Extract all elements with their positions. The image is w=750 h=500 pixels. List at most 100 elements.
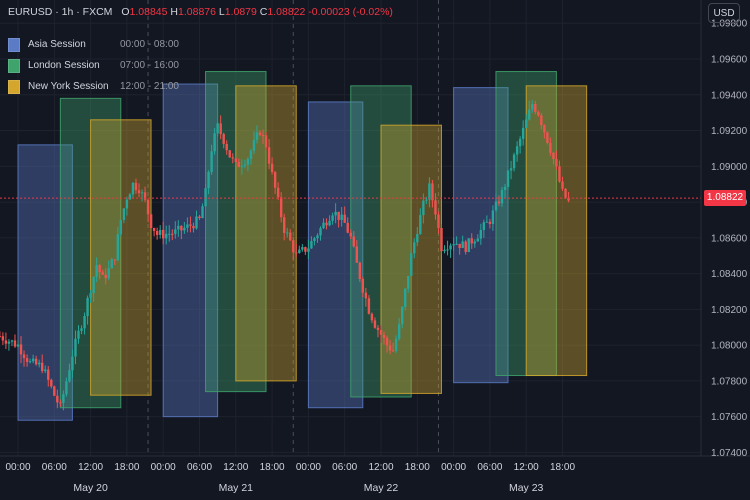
- candle-body: [7, 341, 11, 344]
- candle-body: [509, 168, 513, 171]
- candle-body: [467, 238, 470, 252]
- candle-body: [301, 247, 304, 250]
- candle-body: [146, 199, 150, 215]
- symbol-label[interactable]: EURUSD · 1h · FXCM: [8, 6, 113, 18]
- candle-body: [558, 166, 561, 182]
- candle-body: [443, 249, 446, 252]
- candle-body: [473, 241, 476, 244]
- candle-body: [140, 192, 144, 194]
- candle-body: [13, 340, 17, 347]
- candle-body: [101, 272, 104, 275]
- candle-body: [410, 253, 413, 276]
- candle-body: [361, 279, 365, 293]
- candle-body: [506, 170, 510, 187]
- candle-body: [204, 188, 207, 207]
- candle-body: [243, 164, 247, 166]
- candle-body: [331, 215, 334, 221]
- candle-body: [525, 119, 528, 128]
- legend-item-new-york[interactable]: New York Session 12:00 - 21:00: [8, 76, 179, 97]
- candle-body: [376, 327, 380, 330]
- candle-body: [540, 115, 543, 126]
- candle-body: [180, 225, 183, 231]
- close-value: 1.08822: [267, 6, 306, 18]
- candle-body: [149, 214, 153, 229]
- candle-body: [74, 338, 77, 357]
- candle-body: [310, 241, 313, 249]
- y-tick-label: 1.08600: [711, 233, 748, 244]
- candle-body: [322, 222, 325, 229]
- candle-body: [131, 182, 135, 195]
- candle-body: [286, 232, 289, 234]
- session-box: [525, 85, 588, 377]
- candle-body: [422, 200, 425, 216]
- candle-body: [270, 163, 274, 173]
- low-value: 1.0879: [224, 6, 257, 18]
- x-day-label: May 20: [73, 482, 108, 494]
- candle-body: [240, 165, 244, 168]
- session-legend: Asia Session 00:00 - 08:00 London Sessio…: [8, 34, 179, 97]
- session-box: [90, 119, 152, 396]
- x-tick-label: 12:00: [223, 462, 248, 473]
- candle-body: [379, 329, 383, 335]
- y-tick-label: 1.09800: [711, 19, 748, 30]
- time-axis[interactable]: 00:00 06:00 12:00 18:00 00:00 06:00 12:00 18:00…: [5, 462, 575, 494]
- x-tick-label: 06:00: [332, 462, 357, 473]
- candle-body: [16, 344, 20, 347]
- candle-body: [413, 242, 416, 254]
- x-tick-label: 06:00: [42, 462, 67, 473]
- candle-body: [325, 222, 328, 226]
- candle-body: [89, 293, 92, 298]
- candle-body: [328, 220, 331, 226]
- candle-body: [0, 336, 2, 338]
- candle-body: [400, 306, 404, 325]
- candle-body: [388, 345, 392, 351]
- price-axis[interactable]: 1.098001.096001.094001.092001.090001.088…: [711, 19, 748, 459]
- y-tick-label: 1.09000: [711, 162, 748, 173]
- candle-body: [171, 233, 174, 235]
- candle-body: [216, 123, 219, 134]
- candle-body: [183, 227, 186, 231]
- candle-body: [207, 171, 210, 189]
- candle-body: [394, 338, 398, 351]
- candle-body: [44, 369, 47, 372]
- symbol-ohlc-header: EURUSD · 1h · FXCM O1.08845 H1.08876 L1.…: [8, 6, 393, 18]
- legend-item-london[interactable]: London Session 07:00 - 16:00: [8, 55, 179, 76]
- candle-body: [446, 249, 449, 251]
- candle-body: [461, 241, 464, 249]
- legend-session-range: 12:00 - 21:00: [120, 81, 179, 92]
- candle-body: [416, 234, 419, 243]
- candle-body: [521, 127, 525, 139]
- x-tick-label: 18:00: [405, 462, 430, 473]
- candles: [0, 100, 570, 411]
- candle-body: [458, 243, 461, 249]
- candle-body: [515, 146, 519, 155]
- candle-body: [34, 358, 38, 365]
- candle-body: [116, 234, 120, 261]
- candle-body: [113, 259, 116, 261]
- candle-body: [349, 232, 352, 237]
- candle-body: [355, 246, 358, 263]
- candle-body: [276, 187, 280, 198]
- currency-button[interactable]: USD: [708, 3, 740, 23]
- candle-body: [237, 162, 241, 168]
- high-value: 1.08876: [178, 6, 216, 18]
- candle-body: [195, 216, 198, 229]
- candle-body: [267, 147, 271, 164]
- x-tick-label: 00:00: [296, 462, 321, 473]
- x-day-label: May 21: [219, 482, 254, 494]
- candle-body: [219, 123, 222, 135]
- candle-body: [537, 111, 540, 116]
- candle-body: [10, 340, 14, 342]
- candle-body: [431, 183, 434, 201]
- legend-item-asia[interactable]: Asia Session 00:00 - 08:00: [8, 34, 179, 55]
- legend-session-name: London Session: [28, 60, 100, 71]
- candle-body: [234, 158, 237, 163]
- candle-body: [177, 225, 180, 230]
- candle-body: [289, 232, 292, 241]
- candle-body: [382, 334, 386, 338]
- candle-body: [122, 208, 126, 221]
- y-tick-label: 1.07800: [711, 376, 748, 387]
- candle-body: [152, 228, 156, 231]
- candle-body: [168, 233, 171, 235]
